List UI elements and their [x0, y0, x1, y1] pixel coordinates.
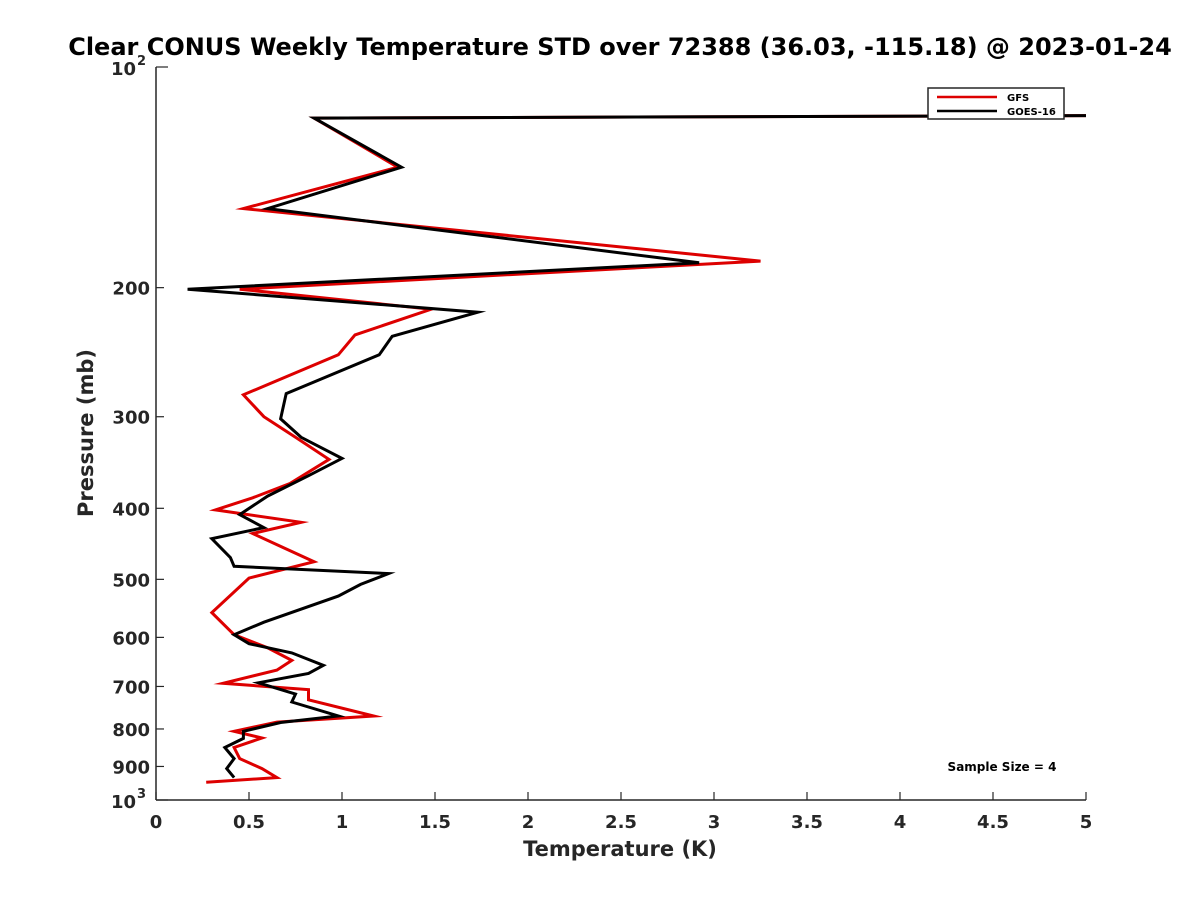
series-line-goes-16 [187, 114, 1087, 779]
y-power-tick-base: 10 [111, 792, 136, 813]
x-tick-label: 2 [522, 812, 535, 833]
legend-label: GOES-16 [1007, 107, 1056, 118]
y-power-tick-base: 10 [111, 59, 136, 80]
x-tick-label: 3 [708, 812, 721, 833]
legend-label: GFS [1007, 93, 1029, 104]
x-tick-label: 4 [894, 812, 907, 833]
x-tick-label: 4.5 [977, 812, 1009, 833]
y-tick-label: 600 [112, 628, 150, 649]
y-power-tick-exponent: 2 [137, 54, 146, 69]
x-tick-label: 1 [336, 812, 349, 833]
y-tick-label: 800 [112, 720, 150, 741]
x-tick-label: 5 [1080, 812, 1093, 833]
y-tick-label: 700 [112, 677, 150, 698]
y-power-tick-label: 10 3 [111, 787, 146, 813]
y-tick-label: 400 [112, 499, 150, 520]
x-tick-label: 0 [150, 812, 163, 833]
legend-box [927, 87, 1065, 120]
x-tick-label: 3.5 [791, 812, 823, 833]
y-tick-label: 500 [112, 570, 150, 591]
series-line-gfs [206, 114, 1087, 784]
x-axis-label: Temperature (K) [523, 837, 717, 861]
x-tick-label: 2.5 [605, 812, 637, 833]
y-power-tick-exponent: 3 [137, 787, 146, 802]
x-tick-label: 1.5 [419, 812, 451, 833]
y-power-tick-label: 10 2 [111, 54, 146, 80]
x-tick-label: 0.5 [233, 812, 265, 833]
y-tick-label: 900 [112, 757, 150, 778]
y-axis-label: Pressure (mb) [74, 349, 98, 517]
sample-size-annotation: Sample Size = 4 [948, 760, 1057, 774]
x-axis-ticks: 0 0.5 1 1.5 2 2.5 3 3.5 4 4.5 5 [150, 792, 1093, 833]
y-tick-label: 200 [112, 279, 150, 300]
series-layer [187, 114, 1087, 784]
legend: GFS GOES-16 [927, 87, 1065, 120]
chart-title: Clear CONUS Weekly Temperature STD over … [68, 33, 1172, 61]
y-tick-label: 300 [112, 408, 150, 429]
